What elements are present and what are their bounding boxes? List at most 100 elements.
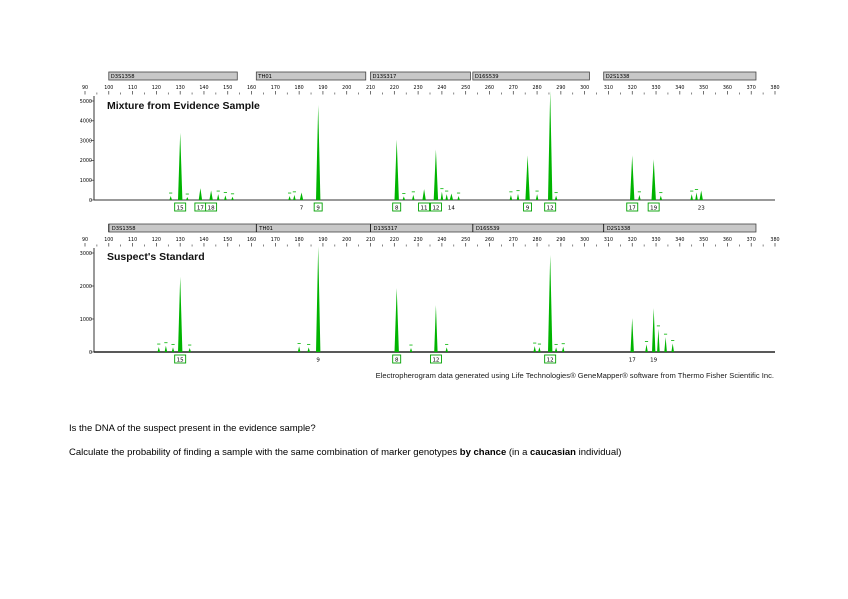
noise-peak xyxy=(169,196,172,200)
noise-peak xyxy=(445,194,448,200)
suspect-panel-title: Suspect's Standard xyxy=(107,251,205,263)
noise-peak xyxy=(288,196,291,200)
x-tick-label: 280 xyxy=(532,237,541,243)
x-tick-label: 270 xyxy=(509,237,518,243)
allele-peak-D13S317-12 xyxy=(433,149,439,200)
noise-peak xyxy=(533,346,536,352)
x-tick-label: 130 xyxy=(176,237,185,243)
allele-peak-D16S539-12 xyxy=(548,255,553,352)
x-tick-label: 360 xyxy=(723,237,732,243)
allele-peak-D3S1358-15 xyxy=(178,276,183,352)
noise-peak xyxy=(690,194,693,200)
allele-label: 11 xyxy=(421,205,428,211)
question-2-text: (in a xyxy=(506,447,531,458)
x-tick-label: 250 xyxy=(461,237,470,243)
noise-peak xyxy=(231,196,234,200)
allele-peak-D13S317-14 xyxy=(449,193,454,200)
allele-peak-D2S1338-19 xyxy=(652,308,656,352)
noise-peak xyxy=(409,348,413,352)
allele-label: 23 xyxy=(698,205,705,211)
question-2-bold-by-chance: by chance xyxy=(459,447,507,458)
noise-peak xyxy=(561,346,565,352)
y-tick-label: 0 xyxy=(89,350,92,356)
allele-box xyxy=(392,354,402,364)
allele-peak-TH01-7 xyxy=(299,192,304,200)
x-tick-label: 290 xyxy=(556,85,565,91)
question-2: Calculate the probability of finding a s… xyxy=(69,447,621,458)
y-tick-label: 2000 xyxy=(80,158,92,164)
x-tick-label: 320 xyxy=(628,237,637,243)
allele-label: 18 xyxy=(208,205,215,211)
noise-peak xyxy=(509,194,513,200)
allele-peak-D3S1358-18 xyxy=(209,190,213,200)
x-tick-label: 100 xyxy=(104,237,113,243)
y-tick-label: 0 xyxy=(89,198,92,204)
noise-peak xyxy=(224,195,227,200)
x-tick-label: 150 xyxy=(223,85,232,91)
x-tick-label: 180 xyxy=(295,237,304,243)
x-tick-label: 230 xyxy=(414,237,423,243)
allele-peak-TH01-9 xyxy=(316,246,321,352)
noise-peak xyxy=(297,346,301,352)
x-tick-label: 170 xyxy=(271,237,280,243)
allele-label: 19 xyxy=(650,357,657,363)
allele-box xyxy=(523,202,533,212)
allele-peak-D2S1338-19 xyxy=(651,159,656,200)
marker-header-box xyxy=(370,71,471,81)
x-tick-label: 210 xyxy=(366,85,375,91)
noise-peak xyxy=(307,347,310,352)
noise-peak xyxy=(554,195,558,200)
allele-label: 15 xyxy=(177,357,184,363)
x-tick-label: 110 xyxy=(128,85,137,91)
x-tick-label: 350 xyxy=(699,237,708,243)
allele-box xyxy=(418,202,431,212)
x-tick-label: 170 xyxy=(271,85,280,91)
x-tick-label: 140 xyxy=(199,85,208,91)
allele-peak-D13S317-12 xyxy=(434,305,438,352)
x-tick-label: 150 xyxy=(223,237,232,243)
x-tick-label: 350 xyxy=(699,85,708,91)
marker-header-strip xyxy=(108,223,757,233)
x-tick-label: 220 xyxy=(390,85,399,91)
x-tick-label: 90 xyxy=(82,85,88,91)
question-2-text: individual) xyxy=(575,447,622,458)
allele-box xyxy=(626,202,639,212)
marker-header-label: D13S317 xyxy=(374,226,398,232)
y-tick-label: 1000 xyxy=(80,317,92,323)
x-tick-label: 120 xyxy=(152,237,161,243)
x-tick-label: 370 xyxy=(747,85,756,91)
noise-peak xyxy=(402,196,406,200)
noise-peak xyxy=(516,193,520,200)
allele-label: 8 xyxy=(395,357,399,363)
noise-peak xyxy=(671,343,674,352)
x-tick-label: 310 xyxy=(604,85,613,91)
y-tick-label: 1000 xyxy=(80,178,92,184)
x-tick-label: 180 xyxy=(295,85,304,91)
allele-peak-D2S1338-17 xyxy=(630,318,634,352)
noise-peak xyxy=(216,194,220,200)
allele-peak-D2S1338-17 xyxy=(630,155,635,200)
x-tick-label: 130 xyxy=(176,85,185,91)
noise-peak xyxy=(657,328,660,352)
allele-peak-TH01-9 xyxy=(316,105,321,200)
x-tick-label: 360 xyxy=(723,85,732,91)
x-tick-label: 190 xyxy=(318,237,327,243)
allele-label: 14 xyxy=(448,205,455,211)
marker-header-row: D3S1358 TH01 D13S317 D16S539 D2S1338 xyxy=(108,71,757,81)
allele-box xyxy=(429,354,442,364)
x-tick-label: 300 xyxy=(580,85,589,91)
noise-peak xyxy=(695,192,698,200)
x-tick-label: 340 xyxy=(675,85,684,91)
x-tick-label: 330 xyxy=(651,85,660,91)
noise-peak xyxy=(164,345,168,352)
x-tick-label: 280 xyxy=(532,85,541,91)
marker-header-box xyxy=(603,71,757,81)
x-tick-label: 340 xyxy=(675,237,684,243)
noise-peak xyxy=(440,191,444,200)
allele-box xyxy=(392,202,402,212)
allele-box xyxy=(205,202,218,212)
allele-box xyxy=(647,202,660,212)
y-tick-label: 2000 xyxy=(80,284,92,290)
marker-header-label: TH01 xyxy=(258,226,273,232)
marker-header-label: D3S1358 xyxy=(111,74,135,80)
